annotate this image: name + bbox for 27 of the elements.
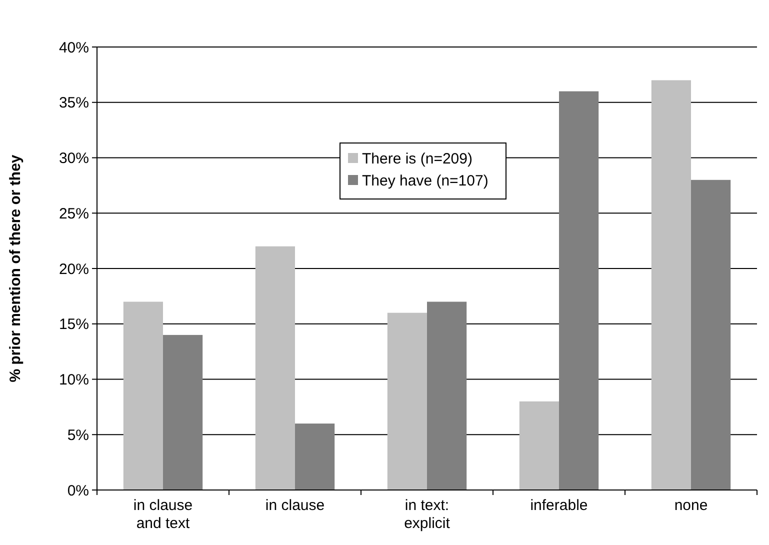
x-tick-label: none xyxy=(674,497,708,514)
y-tick-label: 40% xyxy=(58,39,89,56)
legend-label: They have (n=107) xyxy=(362,172,488,190)
legend-label: There is (n=209) xyxy=(362,150,472,168)
y-tick-label: 10% xyxy=(58,372,89,388)
bar xyxy=(163,334,203,490)
bar xyxy=(387,312,427,490)
x-tick-label: inferable xyxy=(530,497,588,514)
y-tick-label: 0% xyxy=(67,482,89,500)
x-tick-label: in clause xyxy=(265,497,325,514)
bar xyxy=(651,80,691,490)
y-tick-label: 25% xyxy=(58,205,89,222)
bar xyxy=(295,424,335,490)
y-tick-label: 35% xyxy=(58,94,89,112)
bar xyxy=(691,180,731,490)
bar xyxy=(427,302,467,490)
y-tick-label: 20% xyxy=(58,260,89,278)
bar xyxy=(559,91,599,490)
x-tick-label: in text: explicit xyxy=(404,497,451,532)
y-tick-label: 5% xyxy=(67,426,89,444)
bar xyxy=(255,246,295,490)
y-tick-label: 15% xyxy=(58,316,89,334)
y-tick-label: 30% xyxy=(58,150,89,167)
y-axis-title: % prior mention of there or they xyxy=(7,154,24,382)
bar xyxy=(123,302,163,490)
bar xyxy=(519,401,559,490)
x-tick-label: in clause and text xyxy=(133,497,193,532)
